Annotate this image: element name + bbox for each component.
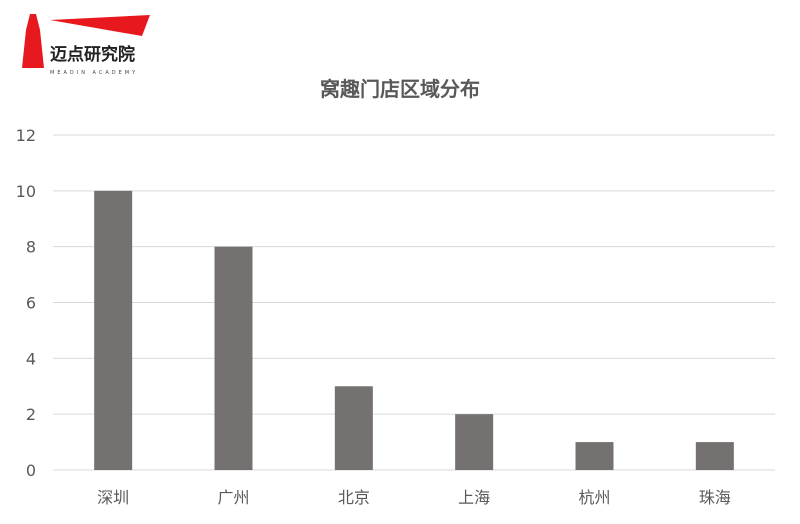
logo-text: 迈点研究院 xyxy=(50,44,135,65)
y-tick-label: 2 xyxy=(26,405,36,424)
x-tick-label: 珠海 xyxy=(699,488,731,507)
bar-上海 xyxy=(455,414,494,470)
logo: 迈点研究院 MEADIN ACADEMY xyxy=(22,14,150,76)
x-tick-label: 杭州 xyxy=(578,488,610,507)
bar-广州 xyxy=(214,246,253,470)
bar-北京 xyxy=(334,386,373,470)
y-tick-label: 6 xyxy=(26,294,36,313)
x-tick-label: 北京 xyxy=(338,488,370,507)
bar-珠海 xyxy=(695,442,734,470)
bar-杭州 xyxy=(575,442,614,470)
y-tick-label: 0 xyxy=(26,461,36,480)
x-tick-label: 上海 xyxy=(458,488,490,507)
x-tick-label: 深圳 xyxy=(97,488,129,507)
y-tick-label: 10 xyxy=(16,182,36,201)
light-beam-icon xyxy=(50,15,150,36)
y-tick-label: 12 xyxy=(16,126,36,145)
y-tick-label: 4 xyxy=(26,349,36,368)
y-tick-label: 8 xyxy=(26,238,36,257)
chart-title: 窝趣门店区域分布 xyxy=(320,77,480,101)
bar-深圳 xyxy=(94,190,133,471)
logo-subtext: MEADIN ACADEMY xyxy=(50,70,138,76)
x-tick-label: 广州 xyxy=(217,488,249,507)
lighthouse-icon xyxy=(22,14,44,68)
